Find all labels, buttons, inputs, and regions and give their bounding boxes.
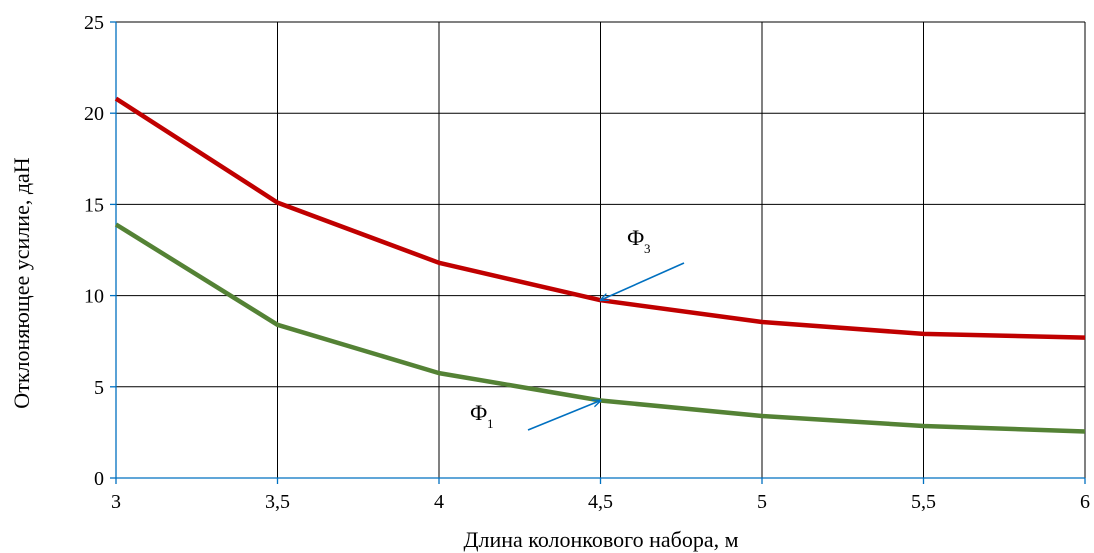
x-tick-label: 5 (757, 491, 767, 513)
tick-labels: 0 5 10 15 20 25 3 3,5 4 4,5 5 5,5 6 (84, 12, 1090, 513)
y-tick-label: 15 (84, 194, 104, 216)
y-tick-label: 20 (84, 103, 104, 125)
grid (116, 21, 1086, 478)
y-tick-label: 25 (84, 12, 104, 34)
y-tick-label: 10 (84, 286, 104, 308)
annotation-label-f1: Ф (470, 400, 487, 425)
annotation-subscript-f1: 1 (487, 416, 494, 431)
x-tick-label: 3,5 (265, 491, 290, 513)
annotation-subscript-f3: 3 (644, 241, 651, 256)
x-tick-label: 3 (111, 491, 121, 513)
x-axis-title: Длина колонкового набора, м (463, 527, 738, 552)
x-tick-label: 6 (1080, 491, 1090, 513)
x-tick-label: 5,5 (911, 491, 936, 513)
y-tick-label: 5 (94, 377, 104, 399)
axes (110, 21, 1086, 484)
y-axis-title: Отклоняющее усилие, даН (9, 157, 34, 408)
annotation-arrow-f3 (601, 262, 685, 300)
x-tick-label: 4,5 (588, 491, 613, 513)
annotation-arrow-f1 (527, 400, 601, 431)
annotations: Ф 3Ф 1 (470, 225, 685, 431)
x-tick-label: 4 (434, 491, 444, 513)
annotation-label-f3: Ф (627, 225, 644, 250)
y-tick-label: 0 (94, 468, 104, 490)
